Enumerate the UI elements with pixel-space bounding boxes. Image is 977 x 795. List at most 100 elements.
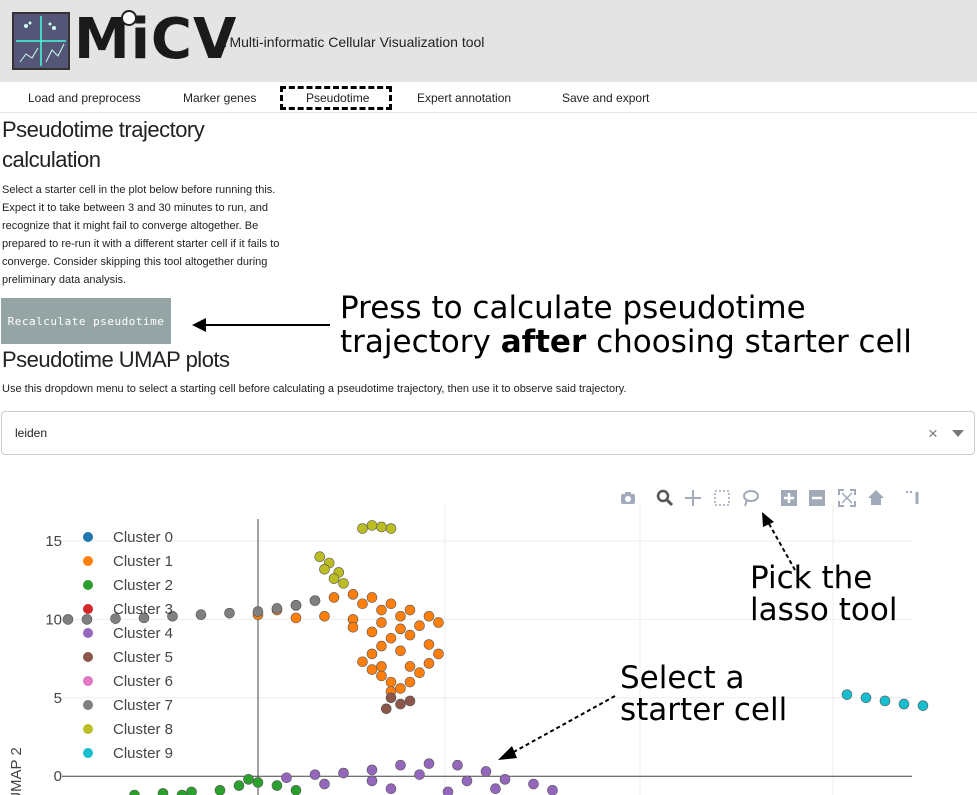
- data-point[interactable]: [366, 764, 378, 776]
- data-point[interactable]: [138, 612, 150, 624]
- data-point[interactable]: [414, 667, 425, 679]
- data-point[interactable]: [395, 610, 406, 622]
- data-point[interactable]: [309, 595, 321, 606]
- data-point[interactable]: [366, 648, 378, 660]
- data-point[interactable]: [214, 784, 226, 795]
- data-point[interactable]: [167, 610, 178, 622]
- data-point[interactable]: [62, 614, 74, 625]
- data-point[interactable]: [380, 703, 392, 715]
- legend-label[interactable]: Cluster 2: [113, 577, 173, 594]
- tab-expert-annotation[interactable]: Expert annotation: [417, 91, 512, 105]
- legend-marker[interactable]: [83, 748, 93, 758]
- reset-axes-icon[interactable]: [866, 488, 886, 508]
- legend-label[interactable]: Cluster 4: [113, 625, 173, 642]
- data-point[interactable]: [423, 610, 435, 622]
- tab-pseudotime[interactable]: Pseudotime: [306, 91, 370, 105]
- legend-marker[interactable]: [83, 628, 93, 638]
- data-point[interactable]: [357, 656, 368, 668]
- data-point[interactable]: [271, 603, 283, 614]
- data-point[interactable]: [366, 592, 378, 603]
- data-point[interactable]: [314, 551, 326, 563]
- data-point[interactable]: [414, 620, 425, 632]
- data-point[interactable]: [917, 700, 929, 711]
- data-point[interactable]: [347, 589, 359, 600]
- data-point[interactable]: [376, 640, 387, 652]
- data-point[interactable]: [385, 692, 397, 704]
- legend-marker[interactable]: [83, 676, 93, 686]
- lasso-icon[interactable]: [740, 488, 760, 508]
- data-point[interactable]: [414, 769, 425, 780]
- data-point[interactable]: [385, 598, 397, 610]
- data-point[interactable]: [395, 623, 406, 635]
- data-point[interactable]: [547, 784, 558, 795]
- data-point[interactable]: [281, 772, 292, 784]
- data-point[interactable]: [176, 789, 188, 795]
- zoom-in-icon[interactable]: [779, 488, 799, 508]
- data-point[interactable]: [357, 598, 368, 610]
- data-point[interactable]: [461, 775, 473, 787]
- data-point[interactable]: [347, 621, 359, 633]
- data-point[interactable]: [243, 774, 254, 785]
- data-point[interactable]: [433, 648, 444, 660]
- data-point[interactable]: [328, 592, 340, 603]
- data-point[interactable]: [404, 676, 416, 688]
- data-point[interactable]: [328, 573, 340, 584]
- data-point[interactable]: [319, 610, 330, 622]
- data-point[interactable]: [452, 759, 463, 771]
- data-point[interactable]: [528, 778, 539, 790]
- points-layer[interactable]: [62, 520, 929, 795]
- legend-label[interactable]: Cluster 6: [113, 673, 173, 690]
- data-point[interactable]: [366, 626, 378, 638]
- data-point[interactable]: [385, 783, 397, 795]
- data-point[interactable]: [480, 766, 492, 777]
- box-select-icon[interactable]: [712, 488, 732, 508]
- data-point[interactable]: [366, 664, 378, 675]
- data-point[interactable]: [879, 695, 891, 707]
- data-point[interactable]: [395, 759, 406, 771]
- data-point[interactable]: [357, 523, 368, 534]
- data-point[interactable]: [376, 521, 387, 533]
- data-point[interactable]: [186, 786, 197, 795]
- data-point[interactable]: [404, 604, 416, 616]
- data-point[interactable]: [252, 777, 264, 788]
- legend[interactable]: Cluster 0 Cluster 1 Cluster 2 Cluster 3 Clus…: [83, 529, 173, 762]
- data-point[interactable]: [376, 670, 387, 682]
- tab-marker-genes[interactable]: Marker genes: [183, 91, 257, 105]
- data-point[interactable]: [252, 606, 264, 617]
- legend-marker[interactable]: [83, 532, 93, 542]
- data-point[interactable]: [395, 698, 406, 710]
- data-point[interactable]: [395, 683, 406, 694]
- data-point[interactable]: [224, 607, 235, 619]
- spike-lines-icon[interactable]: [902, 488, 922, 508]
- recalculate-pseudotime-button[interactable]: Recalculate pseudotime: [1, 298, 171, 344]
- legend-label[interactable]: Cluster 0: [113, 529, 173, 546]
- tab-save-and-export[interactable]: Save and export: [562, 91, 650, 105]
- legend-marker[interactable]: [83, 556, 93, 566]
- data-point[interactable]: [195, 609, 207, 621]
- data-point[interactable]: [423, 758, 435, 769]
- data-point[interactable]: [233, 780, 245, 791]
- data-point[interactable]: [366, 520, 378, 531]
- data-point[interactable]: [290, 784, 302, 795]
- data-point[interactable]: [442, 786, 454, 795]
- legend-marker[interactable]: [83, 652, 93, 662]
- legend-marker[interactable]: [83, 724, 93, 734]
- data-point[interactable]: [319, 563, 330, 575]
- data-point[interactable]: [898, 698, 910, 710]
- legend-marker[interactable]: [83, 604, 93, 614]
- data-point[interactable]: [376, 661, 387, 672]
- data-point[interactable]: [319, 778, 330, 790]
- legend-label[interactable]: Cluster 7: [113, 697, 173, 714]
- data-point[interactable]: [81, 614, 93, 625]
- data-point[interactable]: [404, 695, 416, 707]
- camera-icon[interactable]: [618, 488, 638, 508]
- zoom-icon[interactable]: [655, 488, 675, 508]
- data-point[interactable]: [129, 789, 140, 795]
- legend-label[interactable]: Cluster 5: [113, 649, 173, 666]
- color-by-dropdown[interactable]: leiden ×: [1, 411, 975, 455]
- data-point[interactable]: [309, 769, 321, 780]
- data-point[interactable]: [490, 783, 501, 795]
- legend-marker[interactable]: [83, 580, 93, 590]
- data-point[interactable]: [395, 645, 406, 657]
